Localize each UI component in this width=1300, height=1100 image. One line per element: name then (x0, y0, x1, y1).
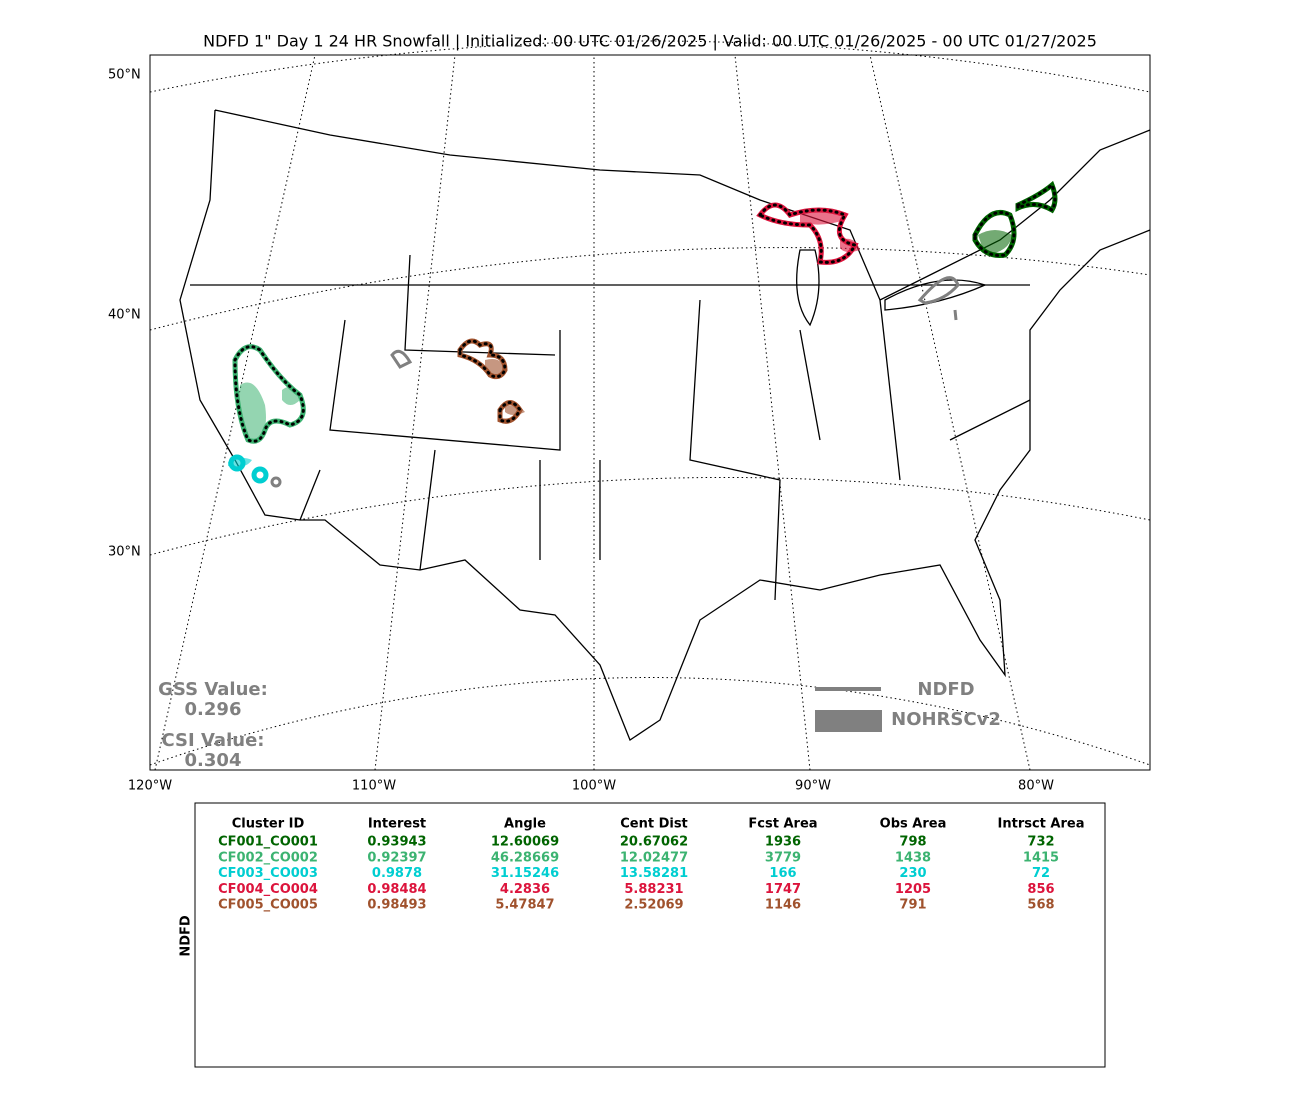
table-header: Fcst Area (748, 817, 817, 832)
stats-table: NDFD Cluster ID Interest Angle Cent Dist Fcs… (179, 802, 1106, 1068)
lon-label: 90°W (795, 779, 831, 794)
table-cell: 1936 (765, 835, 801, 850)
table-header: Interest (368, 817, 426, 832)
table-cell: 0.93943 (367, 835, 426, 850)
table-cell: 72 (1032, 866, 1050, 881)
table-cell: 2.52069 (624, 898, 683, 913)
table-cell: 230 (899, 866, 926, 881)
fcst-cluster (228, 454, 246, 472)
table-cell: 166 (769, 866, 796, 881)
table-header: Intrsct Area (998, 817, 1085, 832)
table-cell: 798 (899, 835, 926, 850)
csi-label: CSI Value: (162, 730, 265, 751)
gss-label: GSS Value: (158, 679, 268, 700)
table-cell: 856 (1027, 882, 1054, 897)
lat-label: 50°N (108, 68, 141, 83)
table-cell: 1205 (895, 882, 931, 897)
table-cell: 20.67062 (620, 835, 688, 850)
table-cell: 1438 (895, 850, 931, 865)
lake (796, 249, 987, 327)
state-border (190, 254, 1031, 601)
table-cell: CF002_CO002 (218, 850, 318, 865)
table-cell: 12.02477 (620, 850, 688, 865)
obs-cluster (485, 359, 525, 415)
table-cell: 1415 (1023, 850, 1059, 865)
table-cell: CF004_CO004 (218, 882, 318, 897)
table-cell: 0.98493 (367, 898, 426, 913)
fcst-cluster-outline (233, 345, 305, 443)
table-header: Cent Dist (620, 817, 688, 832)
fcst-cluster-outline (458, 339, 522, 423)
ndfd-only-contour (270, 276, 960, 488)
lon-label: 100°W (572, 779, 616, 794)
table-cell: 31.15246 (491, 866, 559, 881)
table-cell: 3779 (765, 850, 801, 865)
table-cell: 13.58281 (620, 866, 688, 881)
table-cell: CF003_CO003 (218, 866, 318, 881)
map: 50°N 40°N 30°N 120°W 110°W 100°W 90°W 80… (108, 40, 1151, 794)
table-header: Angle (504, 817, 546, 832)
fcst-cluster-outline (973, 182, 1057, 257)
table-side-label: NDFD (179, 915, 194, 957)
table-cell: CF001_CO001 (218, 835, 318, 850)
fcst-cluster-outline (757, 203, 858, 264)
table-cell: 5.88231 (624, 882, 683, 897)
table-cell: 46.28669 (491, 850, 559, 865)
legend-label: NOHRSCv2 (891, 709, 1001, 730)
table-cell: 0.9878 (372, 866, 422, 881)
title: NDFD 1" Day 1 24 HR Snowfall | Initializ… (203, 32, 1097, 51)
obs-cluster (978, 230, 1012, 255)
legend-swatch (815, 710, 882, 732)
table-cell: 791 (899, 898, 926, 913)
lat-label: 30°N (108, 545, 141, 560)
table-cell: CF005_CO005 (218, 898, 318, 913)
table-header: Obs Area (880, 817, 947, 832)
csi-value: 0.304 (185, 750, 242, 771)
gss-value: 0.296 (185, 699, 242, 720)
table-cell: 12.60069 (491, 835, 559, 850)
table-cell: 732 (1027, 835, 1054, 850)
table-cell: 1747 (765, 882, 801, 897)
lon-label: 80°W (1018, 779, 1054, 794)
table-cell: 1146 (765, 898, 801, 913)
table-header: Cluster ID (232, 817, 305, 832)
map-frame (149, 54, 1151, 771)
table-frame (194, 802, 1106, 1068)
table-cell: 0.92397 (367, 850, 426, 865)
obs-cluster (238, 382, 300, 440)
coastline (179, 109, 1151, 741)
legend-label: NDFD (917, 679, 974, 700)
lon-label: 110°W (352, 779, 396, 794)
lon-label: 120°W (128, 779, 172, 794)
lat-label: 40°N (108, 308, 141, 323)
table-cell: 5.47847 (495, 898, 554, 913)
table-cell: 4.2836 (500, 882, 550, 897)
table-cell: 0.98484 (367, 882, 426, 897)
table-cell: 568 (1027, 898, 1054, 913)
fcst-cluster (251, 466, 269, 484)
